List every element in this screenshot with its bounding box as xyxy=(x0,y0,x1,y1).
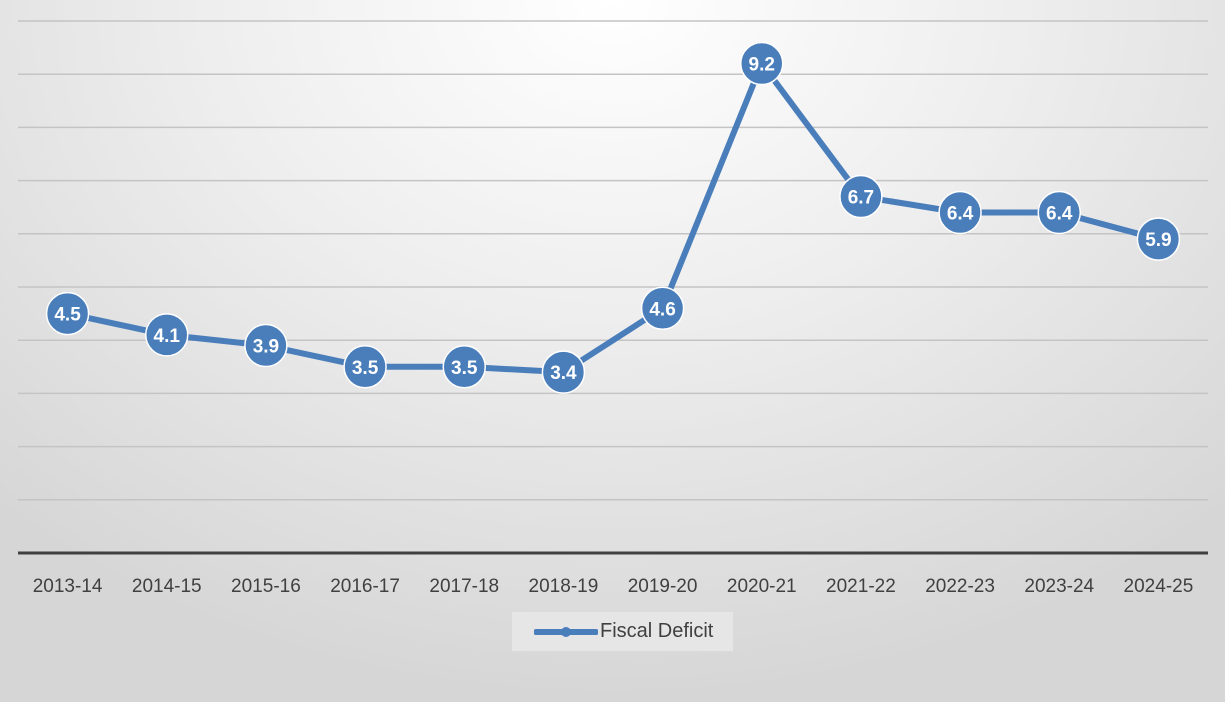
x-tick-label: 2016-17 xyxy=(330,576,400,597)
data-label: 3.9 xyxy=(253,337,279,358)
x-tick-label: 2019-20 xyxy=(628,576,698,597)
data-label: 6.4 xyxy=(1046,204,1073,225)
data-point xyxy=(1037,190,1081,235)
data-point xyxy=(343,345,387,389)
data-point xyxy=(541,350,586,394)
data-label: 3.5 xyxy=(352,358,379,379)
data-label: 9.2 xyxy=(749,55,775,76)
x-tick-label: 2021-22 xyxy=(826,576,896,597)
data-label: 4.5 xyxy=(54,305,81,326)
data-label: 6.7 xyxy=(848,188,874,209)
data-point xyxy=(244,323,288,368)
data-point xyxy=(1136,217,1181,261)
data-point xyxy=(640,286,685,331)
x-tick-label: 2020-21 xyxy=(727,576,797,597)
data-point xyxy=(45,291,90,336)
x-tick-label: 2015-16 xyxy=(231,576,301,597)
data-label: 4.1 xyxy=(154,326,181,347)
legend: Fiscal Deficit xyxy=(512,612,733,651)
x-tick-label: 2017-18 xyxy=(429,576,499,597)
x-tick-label: 2023-24 xyxy=(1024,576,1094,597)
data-point xyxy=(839,174,883,219)
x-tick-label: 2013-14 xyxy=(33,576,103,597)
data-label: 5.9 xyxy=(1145,230,1171,251)
x-tick-label: 2014-15 xyxy=(132,576,202,597)
data-label: 3.4 xyxy=(550,363,577,384)
data-point xyxy=(442,345,486,389)
series-line xyxy=(66,60,1160,376)
data-label: 3.5 xyxy=(451,358,478,379)
data-label: 6.4 xyxy=(947,204,974,225)
data-point xyxy=(740,41,784,86)
data-point xyxy=(938,190,982,235)
data-point xyxy=(145,313,189,357)
x-tick-label: 2022-23 xyxy=(925,576,995,597)
x-tick-label: 2024-25 xyxy=(1124,576,1194,597)
data-label: 4.6 xyxy=(649,299,675,320)
legend-line-marker-icon xyxy=(534,626,598,637)
x-tick-label: 2018-19 xyxy=(529,576,599,597)
legend-label: Fiscal Deficit xyxy=(600,620,714,642)
